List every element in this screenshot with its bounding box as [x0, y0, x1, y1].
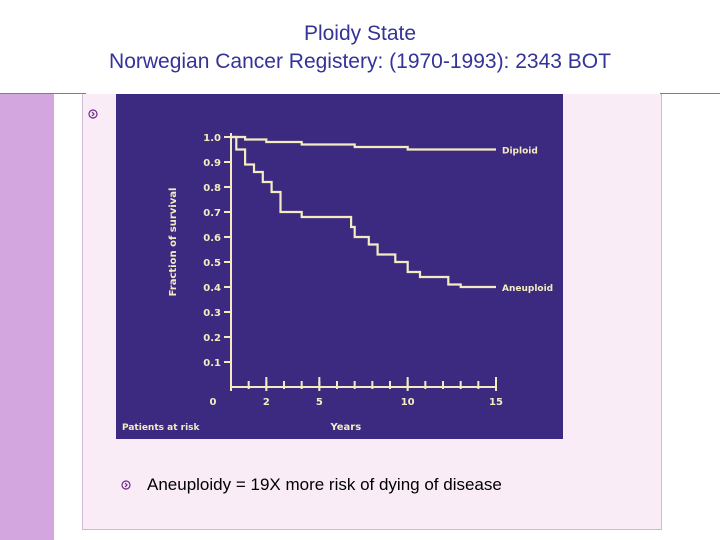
y-tick-label: 0.7 — [203, 208, 221, 219]
title-line-2: Norwegian Cancer Registery: (1970-1993):… — [109, 50, 611, 73]
y-tick-label: 0.8 — [203, 183, 221, 194]
title-line-1: Ploidy State — [303, 22, 417, 45]
y-axis-title: Fraction of survival — [168, 188, 179, 297]
x-tick-label: 10 — [401, 397, 415, 408]
aneuploid-series-label: Aneuploid — [502, 284, 553, 294]
y-tick-label: 0.5 — [203, 258, 221, 269]
diploid-series-label: Diploid — [502, 147, 538, 157]
y-tick-label: 0.4 — [203, 283, 221, 294]
x-tick-label: 15 — [489, 397, 503, 408]
y-tick-label: 1.0 — [203, 133, 221, 144]
y-tick-label: 0.2 — [203, 333, 221, 344]
aneuploid-curve — [231, 135, 496, 289]
bullet-arrow-icon — [121, 480, 131, 490]
bullet-text: Aneuploidy = 19X more risk of dying of d… — [147, 475, 502, 494]
survival-chart: 1.0 0.9 0.8 0.7 0.6 0.5 0.4 0.3 0.2 0.1 0 2 5 10 15 Di… — [122, 133, 553, 433]
y-tick-label: 0.6 — [203, 233, 221, 244]
y-tick-label: 0.3 — [203, 308, 221, 319]
y-tick-label: 0.1 — [203, 358, 221, 369]
title-rule-right — [660, 93, 720, 94]
x-axis-title: Years — [329, 422, 361, 433]
x-tick-label: 5 — [316, 397, 323, 408]
x-tick-label: 0 — [210, 397, 217, 408]
bullet-arrow-icon — [88, 109, 98, 119]
survival-chart-photo: 1.0 0.9 0.8 0.7 0.6 0.5 0.4 0.3 0.2 0.1 0 2 5 10 15 Di… — [116, 94, 563, 439]
title-rule-left — [0, 93, 86, 94]
patients-at-risk-label: Patients at risk — [122, 423, 201, 433]
slide-title: Ploidy State Norwegian Cancer Registery:… — [0, 20, 720, 76]
sidebar-stripe — [0, 94, 54, 540]
x-tick-label: 2 — [263, 397, 270, 408]
y-tick-label: 0.9 — [203, 158, 221, 169]
diploid-curve — [231, 135, 496, 151]
